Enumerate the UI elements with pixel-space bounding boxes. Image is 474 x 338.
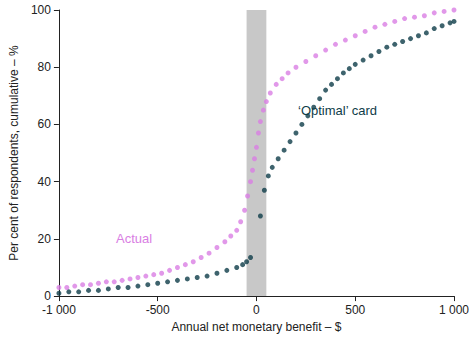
svg-text:60: 60	[38, 117, 52, 131]
svg-text:Per cent of respondents, cumul: Per cent of respondents, cumulative – %	[7, 45, 21, 261]
svg-text:Actual: Actual	[116, 231, 152, 246]
svg-text:20: 20	[38, 232, 52, 246]
svg-text:80: 80	[38, 60, 52, 74]
svg-text:-500: -500	[146, 303, 170, 317]
svg-text:-1 000: -1 000	[42, 303, 76, 317]
svg-text:40: 40	[38, 175, 52, 189]
svg-text:Annual net monetary benefit –: Annual net monetary benefit – $	[171, 320, 341, 334]
svg-text:1 000: 1 000	[439, 303, 469, 317]
svg-text:500: 500	[345, 303, 365, 317]
svg-text:100: 100	[31, 3, 51, 17]
svg-text:0: 0	[253, 303, 260, 317]
svg-text:0: 0	[44, 289, 51, 303]
svg-text:‘Optimal’ card: ‘Optimal’ card	[298, 103, 377, 118]
